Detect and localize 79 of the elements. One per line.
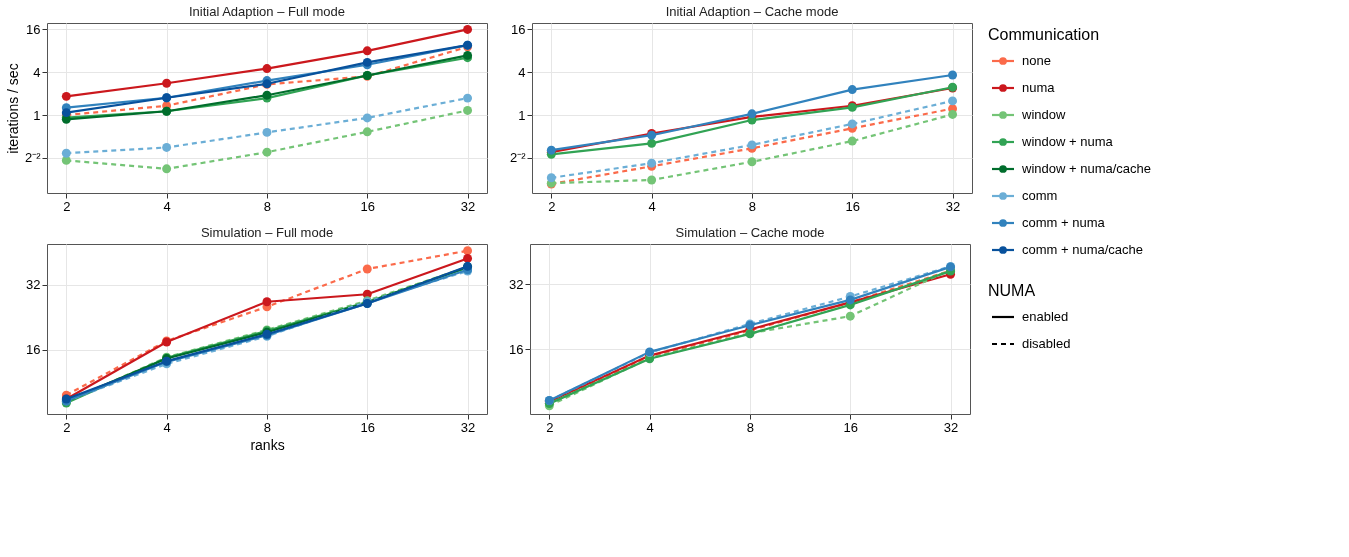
point [845,311,855,321]
y-tick-label: 16 [26,342,41,358]
x-tick-label: 2 [63,198,71,214]
x-tick-label: 32 [460,419,476,435]
point [847,119,857,129]
chart-title: Initial Adaption – Cache mode [665,4,839,19]
x-tick-label: 16 [843,419,858,435]
x-tick-label: 16 [360,198,375,214]
legend-label: window + numa [1021,134,1114,149]
chart-title: Simulation – Cache mode [675,225,825,240]
x-tick-label: 8 [748,198,757,214]
point [948,70,958,80]
text: disabled [1022,336,1071,351]
legend-label: comm + numa [1022,215,1106,230]
x-tick-label: 8 [746,419,755,435]
x-tick-label: 2 [548,198,556,214]
legend-label: comm + numa/cache [1022,242,1144,257]
point [362,113,372,123]
x-tick-label: 4 [648,198,656,214]
x-axis-title: ranks [250,436,285,453]
point [362,264,372,274]
legend-label: window [1021,107,1066,122]
legend-label: numa [1022,80,1056,95]
point [647,138,657,148]
point [61,91,71,101]
x-tick-label: 32 [945,198,961,214]
x-tick-label: 4 [163,198,171,214]
point [463,246,473,256]
point [463,24,473,34]
y-tick-label: 4 [33,64,41,80]
point [262,297,272,307]
point [948,109,958,119]
point [262,64,272,74]
legend-title: Communication [988,26,1100,43]
point [262,147,272,157]
point [162,78,172,88]
x-tick-label: 16 [360,419,375,435]
chart-title: Initial Adaption – Full mode [188,4,346,19]
x-tick-label: 8 [263,198,272,214]
y-tick-label: 32 [26,277,41,293]
legend-label: window + numa/cache [1021,161,1151,176]
point [162,164,172,174]
point [463,105,473,115]
point [847,136,857,146]
x-tick-label: 32 [460,198,476,214]
legend-label: none [1022,53,1051,68]
x-tick-label: 8 [263,419,272,435]
point [948,96,958,106]
point [747,157,757,167]
chart-title: Simulation – Full mode [200,225,334,240]
point [463,93,473,103]
x-tick-label: 2 [63,419,71,435]
point [362,46,372,56]
x-tick-label: 2 [546,419,554,435]
point [61,148,71,158]
y-tick-label: 1 [33,107,41,123]
y-tick-label: 16 [509,341,524,357]
y-tick-label: 2⁻² [509,150,527,166]
y-tick-label: 32 [509,276,524,292]
x-tick-label: 4 [646,419,654,435]
x-tick-label: 32 [943,419,959,435]
y-tick-label: 4 [518,64,526,80]
point [847,85,857,95]
y-tick-label: 16 [26,21,41,37]
point [463,253,473,263]
point [546,173,556,183]
y-axis-title: iterations / sec [4,63,21,154]
text: NUMA [988,282,1036,299]
x-tick-label: 16 [845,198,860,214]
text: enabled [1022,309,1069,324]
point [262,127,272,137]
point [162,142,172,152]
y-tick-label: 2⁻² [24,150,42,166]
point [647,175,657,185]
legend-label: comm [1022,188,1058,203]
y-tick-label: 16 [511,21,526,37]
y-tick-label: 1 [518,107,526,123]
x-tick-label: 4 [163,419,171,435]
point [362,127,372,137]
